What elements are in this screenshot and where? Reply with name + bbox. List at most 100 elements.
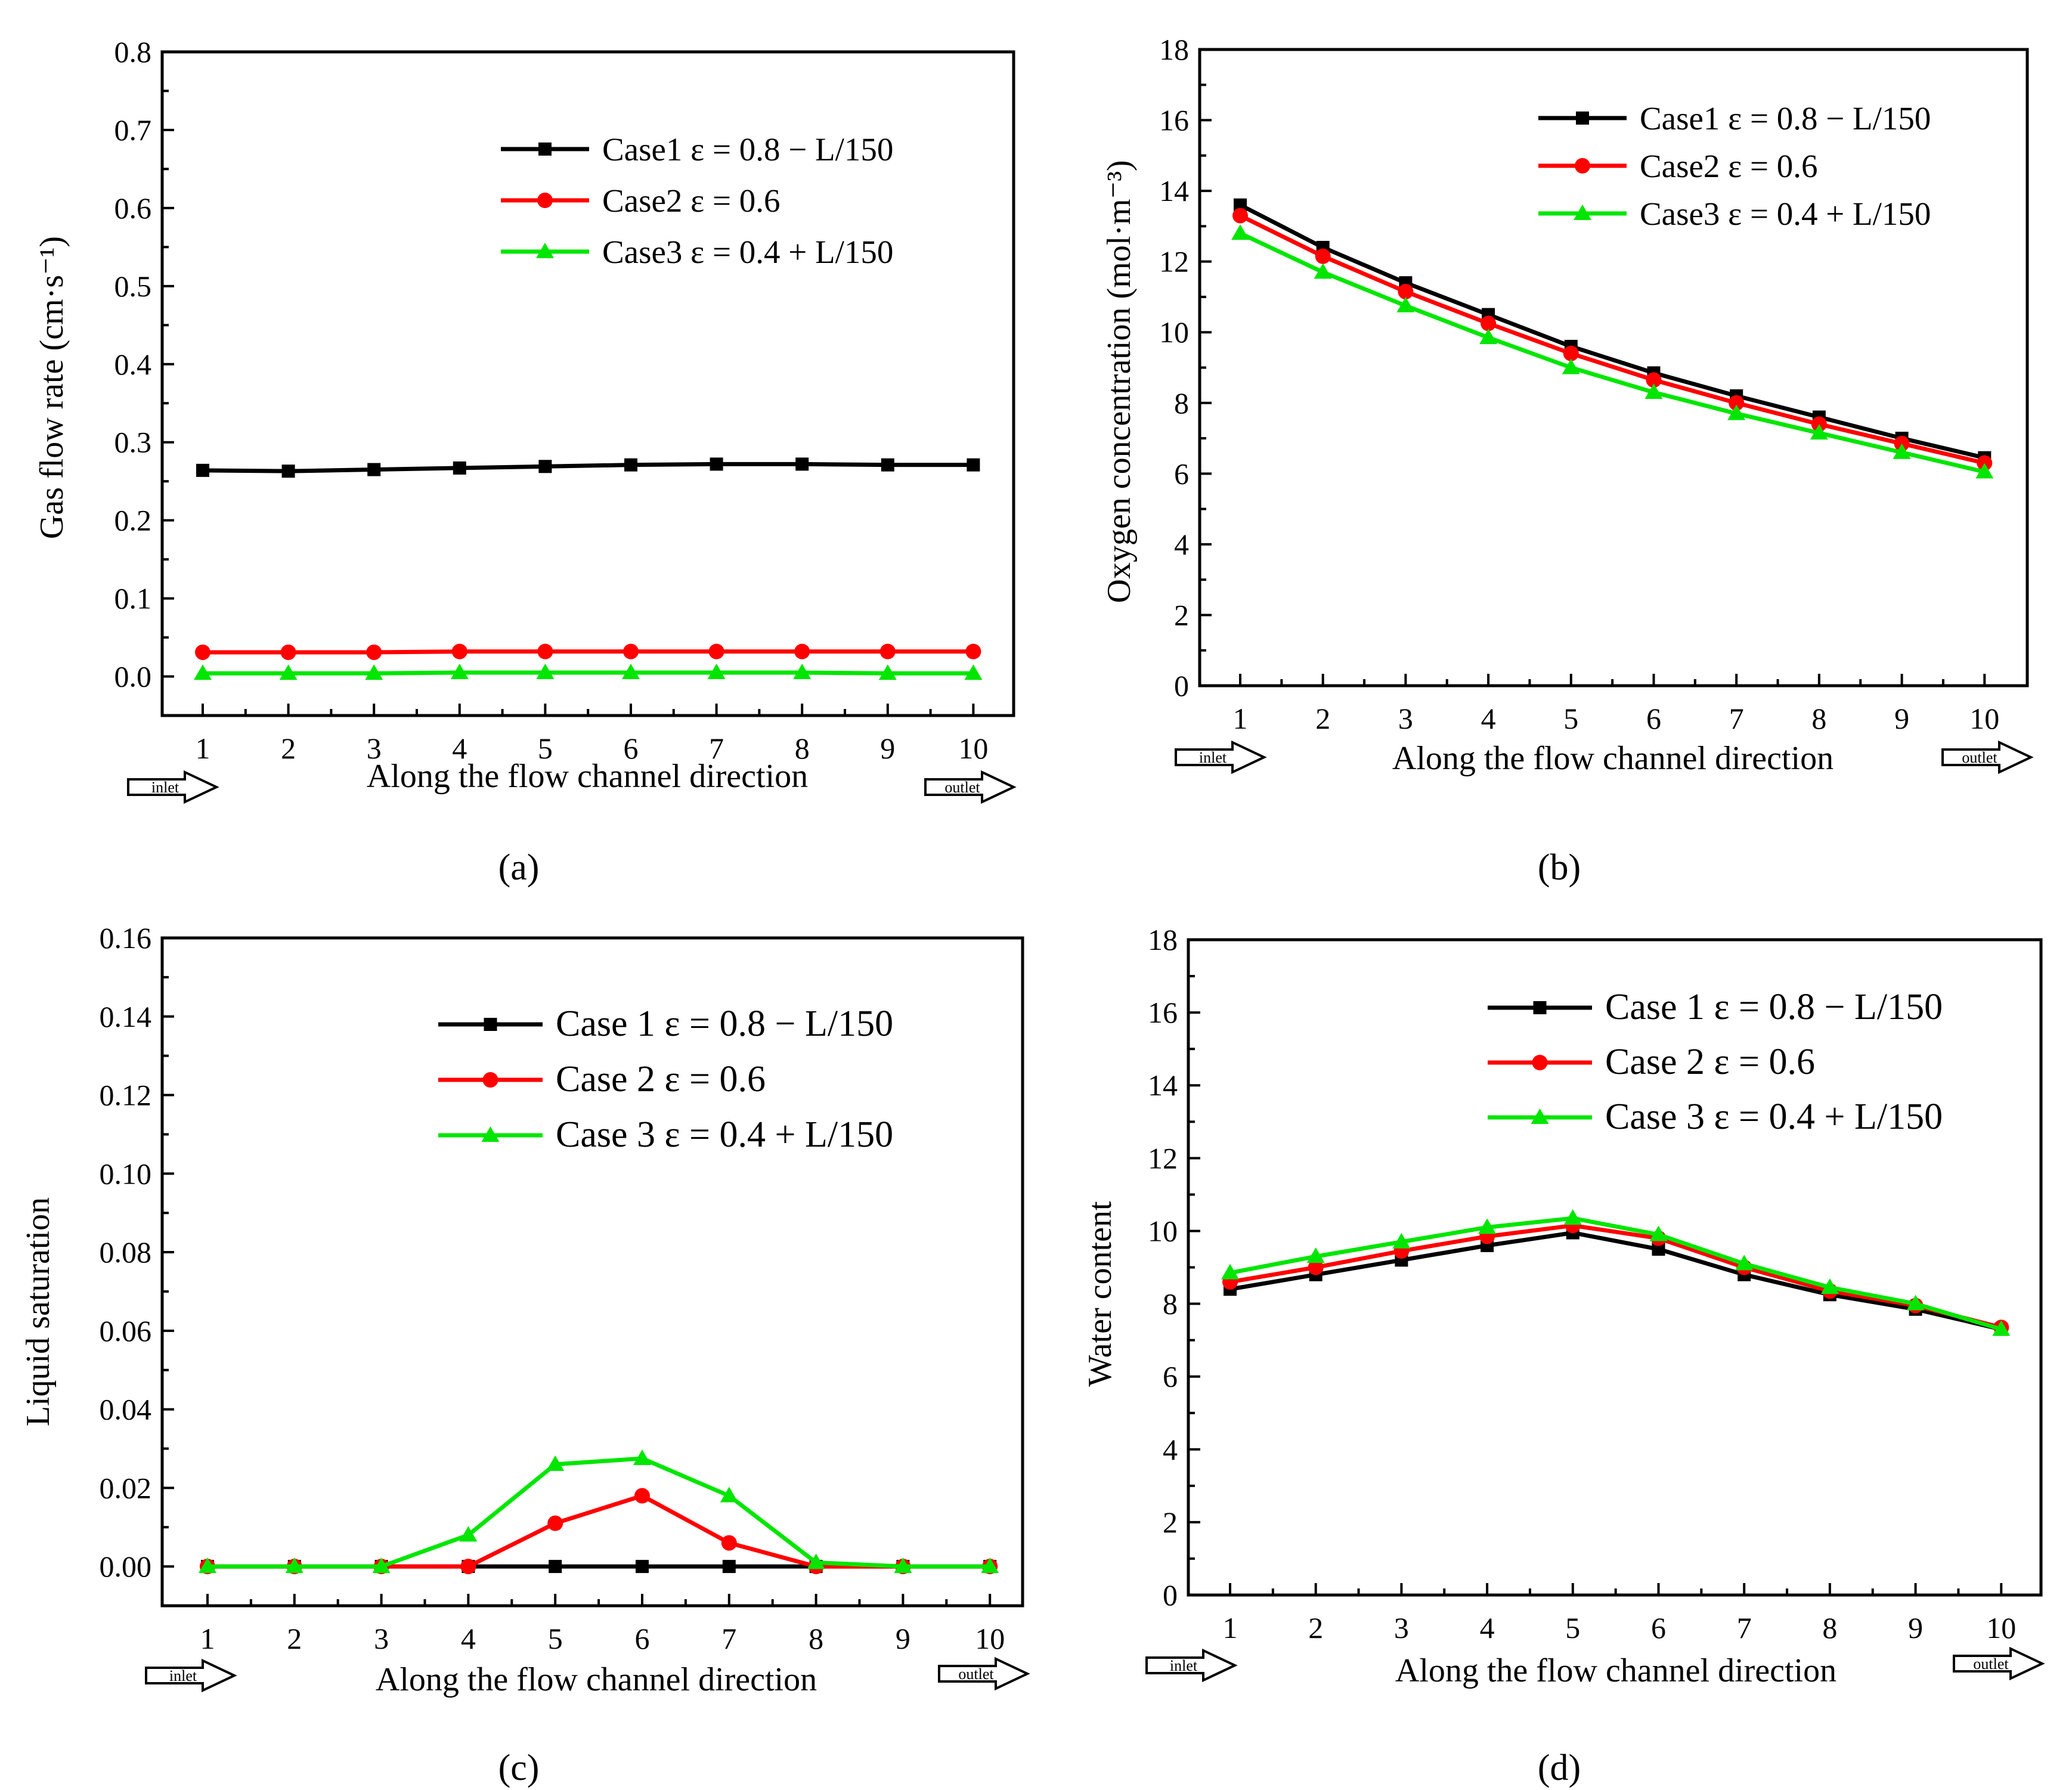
legend-marker-case1 — [1533, 1001, 1547, 1014]
y-tick-label: 0.12 — [100, 1079, 152, 1112]
data-point-case1 — [196, 463, 209, 477]
y-tick-label: 0.3 — [114, 426, 152, 459]
legend-label-case3: Case3 ε = 0.4 + L/150 — [1640, 196, 1931, 232]
x-tick-label: 3 — [1398, 702, 1413, 735]
data-point-case3 — [720, 1486, 738, 1503]
legend-label-case2: Case 2 ε = 0.6 — [556, 1059, 766, 1100]
legend-label-case2: Case2 ε = 0.6 — [602, 182, 781, 219]
y-tick-label: 0.2 — [114, 504, 152, 537]
data-point-case2 — [1729, 395, 1745, 411]
data-point-case1 — [453, 461, 466, 475]
x-tick-label: 6 — [1651, 1611, 1666, 1645]
legend-label-case3: Case 3 ε = 0.4 + L/150 — [1605, 1097, 1943, 1137]
legend-marker-case3 — [1574, 205, 1591, 220]
data-point-case2 — [965, 643, 981, 659]
data-point-case2 — [879, 643, 896, 659]
panel-a-caption: (a) — [498, 847, 540, 888]
data-point-case1 — [1234, 198, 1247, 212]
x-tick-label: 8 — [809, 1622, 823, 1655]
x-tick-label: 4 — [452, 732, 467, 765]
x-tick-label: 1 — [1223, 1611, 1238, 1645]
data-point-case3 — [1231, 224, 1249, 240]
data-point-case1 — [881, 458, 894, 472]
y-tick-label: 14 — [1159, 174, 1189, 208]
x-tick-label: 7 — [709, 732, 724, 765]
data-point-case3 — [1992, 1320, 2011, 1336]
data-point-case2 — [634, 1488, 650, 1504]
y-tick-label: 4 — [1174, 528, 1189, 561]
y-tick-label: 0 — [1174, 669, 1189, 702]
data-point-case3 — [1820, 1278, 1839, 1295]
data-point-case2 — [1398, 284, 1414, 300]
x-tick-label: 10 — [958, 732, 988, 765]
y-tick-label: 10 — [1159, 315, 1189, 349]
x-tick-label: 5 — [548, 1622, 563, 1655]
data-point-case3 — [459, 1526, 478, 1542]
y-tick-label: 0.8 — [114, 35, 152, 69]
legend-label-case2: Case2 ε = 0.6 — [1640, 148, 1818, 184]
legend-label-case1: Case 1 ε = 0.8 − L/150 — [1605, 987, 1943, 1027]
data-point-case3 — [1314, 263, 1332, 279]
y-tick-label: 2 — [1174, 598, 1189, 631]
data-point-case3 — [894, 1557, 912, 1574]
data-point-case3 — [536, 663, 555, 679]
data-point-case3 — [1478, 1218, 1497, 1234]
y-tick-label: 0.4 — [114, 348, 152, 381]
data-point-case3 — [964, 664, 983, 680]
outlet-arrow: outlet — [1953, 1646, 2045, 1681]
data-point-case3 — [981, 1557, 999, 1574]
data-point-case3 — [285, 1557, 303, 1574]
x-tick-label: 1 — [196, 732, 210, 765]
data-point-case1 — [367, 463, 381, 476]
data-point-case3 — [365, 664, 383, 680]
x-tick-label: 5 — [538, 732, 553, 765]
data-point-case2 — [623, 643, 639, 659]
legend-marker-case3 — [1531, 1108, 1549, 1124]
y-tick-label: 0.6 — [114, 191, 152, 225]
y-tick-label: 0.16 — [100, 921, 152, 955]
y-tick-label: 8 — [1163, 1287, 1178, 1321]
panel-c-plot: 0.00 0.02 0.04 0.06 0.08 0.10 0.12 0.14 0.16 1 2 3 4… — [100, 921, 1024, 1655]
x-tick-label: 6 — [1646, 702, 1661, 735]
x-tick-label: 2 — [281, 732, 296, 765]
data-point-case1 — [624, 458, 637, 472]
outlet-arrow: outlet — [924, 770, 1017, 804]
data-point-case3 — [1975, 463, 1994, 479]
data-point-case2 — [708, 643, 724, 659]
y-tick-label: 0.08 — [100, 1235, 152, 1269]
data-point-case3 — [633, 1449, 651, 1465]
y-tick-label: 6 — [1163, 1360, 1178, 1393]
data-point-case2 — [537, 643, 553, 659]
legend-label-case3: Case 3 ε = 0.4 + L/150 — [556, 1114, 893, 1155]
data-point-case3 — [622, 663, 640, 679]
data-point-case1 — [1652, 1242, 1665, 1256]
outlet-label: outlet — [1973, 1655, 2009, 1673]
inlet-label: inlet — [1170, 1657, 1198, 1674]
data-point-case3 — [707, 663, 726, 679]
data-point-case3 — [372, 1557, 391, 1574]
data-point-case1 — [281, 464, 295, 478]
data-point-case1 — [538, 460, 552, 473]
legend-marker-case2 — [1575, 158, 1590, 174]
x-tick-label: 3 — [367, 732, 382, 765]
x-tick-label: 4 — [1481, 702, 1496, 735]
inlet-label: inlet — [151, 779, 179, 796]
legend-marker-case3 — [536, 243, 554, 258]
y-tick-label: 0.10 — [100, 1157, 152, 1190]
legend-marker-case1 — [1576, 112, 1589, 125]
x-tick-label: 3 — [374, 1622, 389, 1655]
y-tick-label: 0.02 — [100, 1471, 152, 1504]
data-point-case3 — [878, 664, 897, 680]
x-tick-label: 7 — [1737, 1611, 1752, 1645]
series-line-case2 — [1229, 1223, 2002, 1330]
legend-label-case3: Case3 ε = 0.4 + L/150 — [602, 234, 893, 270]
y-tick-label: 16 — [1148, 996, 1178, 1029]
data-point-case3 — [1735, 1255, 1754, 1271]
inlet-arrow: inlet — [145, 1658, 237, 1693]
data-point-case2 — [1308, 1259, 1324, 1275]
data-point-case3 — [1906, 1295, 1925, 1311]
